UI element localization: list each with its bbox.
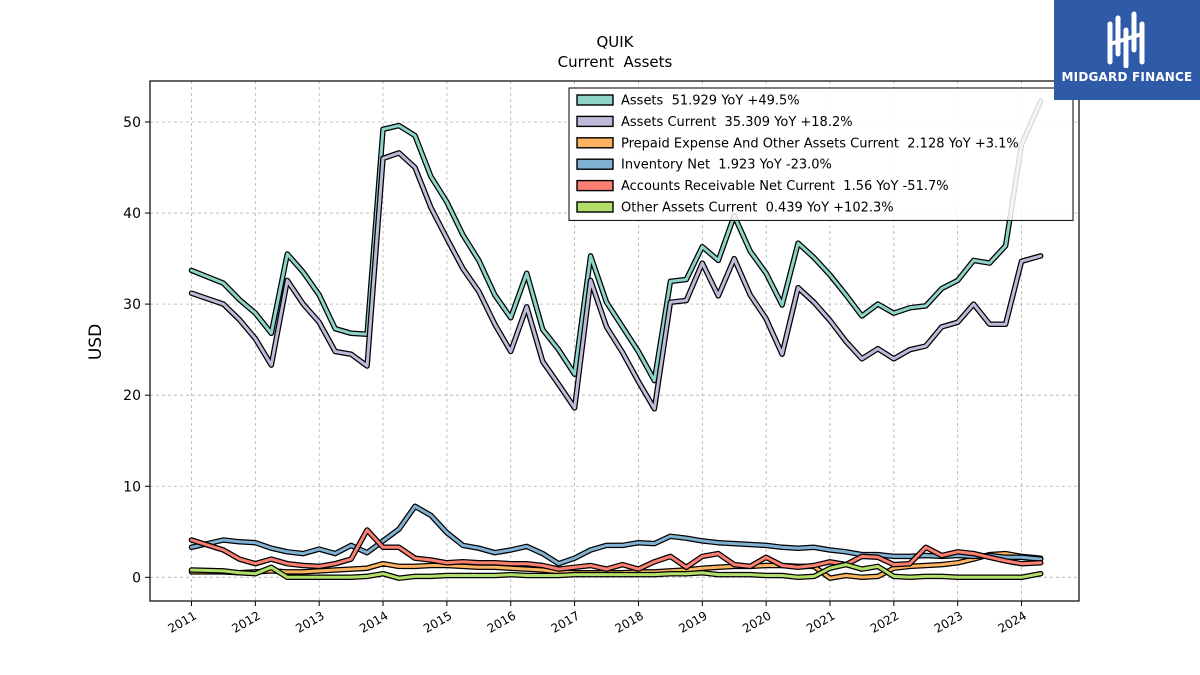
series-1-line [190,151,1043,411]
chart-title: QUIK [596,33,634,51]
series-0-line [190,99,1043,383]
series-3-line [190,504,1043,566]
legend-label: Other Assets Current 0.439 YoY +102.3% [621,201,894,216]
legend-swatch [576,179,614,192]
legend-label: Inventory Net 1.923 YoY -23.0% [621,158,832,173]
x-tick-label: 2015 [421,608,454,635]
x-tick-label: 2023 [932,608,965,635]
legend-swatch [576,94,614,106]
legend-swatch [576,158,614,170]
x-tick-label: 2019 [676,608,709,635]
legend: Assets 51.929 YoY +49.5% Assets Current 3… [568,87,1074,221]
y-tick-label: 0 [132,570,141,586]
series-group [188,98,1044,581]
x-axis: 2011 2012 2013 2014 2015 2016 2017 2018 2019 2020… [166,601,1029,636]
series-4-line [190,528,1043,571]
legend-box [568,87,1074,221]
x-tick-label: 2020 [740,608,773,635]
y-axis: 0 10 20 30 40 50 [123,115,150,586]
x-tick-label: 2014 [357,608,390,635]
legend-label: Assets Current 35.309 YoY +18.2% [621,115,853,130]
y-tick-label: 20 [123,388,141,404]
y-axis-label: USD [86,324,106,360]
y-tick-label: 40 [123,206,141,222]
x-tick-label: 2012 [229,608,262,635]
x-tick-label: 2024 [996,608,1029,635]
legend-label: Assets 51.929 YoY +49.5% [621,94,800,109]
brand-name: MIDGARD FINANCE [1061,70,1193,84]
y-tick-label: 30 [123,297,141,313]
legend-swatch [576,115,614,128]
x-tick-label: 2021 [804,608,837,635]
y-tick-label: 50 [123,115,141,131]
x-tick-label: 2018 [612,608,645,635]
chart-subtitle: Current Assets [558,53,673,71]
legend-swatch [576,201,614,213]
legend-label: Prepaid Expense And Other Assets Current… [621,136,1019,151]
y-tick-label: 10 [123,479,141,495]
brand-logo-icon [1107,11,1145,68]
x-tick-label: 2022 [868,608,901,635]
x-tick-label: 2011 [166,608,199,635]
x-tick-label: 2013 [293,608,326,635]
legend-label: Accounts Receivable Net Current 1.56 YoY… [621,179,949,194]
x-tick-label: 2016 [485,608,518,635]
series-5-line [190,563,1043,580]
plot-frame [149,80,1080,602]
legend-swatch [576,137,614,149]
brand-logo: MIDGARD FINANCE [1054,0,1200,100]
x-tick-label: 2017 [549,608,582,635]
